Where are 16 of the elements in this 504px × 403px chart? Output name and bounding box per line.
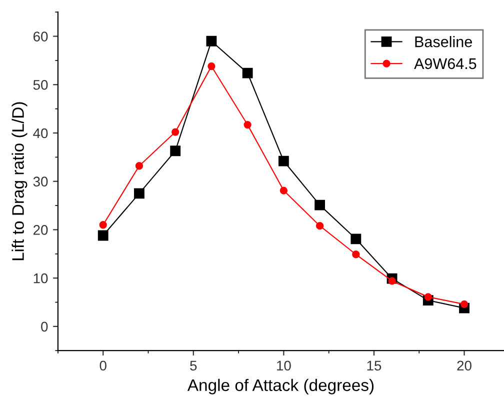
x-tick-label: 20 [457, 360, 472, 371]
y-tick-label: 10 [34, 273, 48, 284]
y-tick-label: 40 [33, 128, 48, 138]
x-tick-label: 0 [100, 360, 106, 371]
y-axis-title: Lift to Drag ratio (L/D) [12, 102, 28, 260]
x-tick-label: 10 [277, 360, 291, 371]
legend-label: Baseline [415, 36, 472, 48]
y-tick-label: 20 [33, 225, 48, 235]
y-tick-label: 60 [33, 32, 48, 42]
legend-label: A9W64.5 [414, 58, 476, 70]
x-axis-title: Angle of Attack (degrees) [187, 378, 374, 394]
y-tick-label: 0 [41, 322, 48, 332]
x-tick-label: 5 [190, 360, 197, 371]
x-tick-label: 15 [367, 360, 382, 371]
y-tick-label: 30 [33, 176, 48, 187]
y-tick-label: 50 [33, 80, 48, 90]
